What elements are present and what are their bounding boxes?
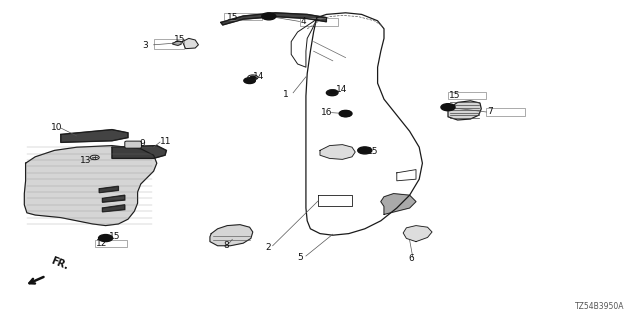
Text: 15: 15 xyxy=(227,13,239,22)
Text: 13: 13 xyxy=(80,156,92,165)
Text: 15: 15 xyxy=(449,91,461,100)
Polygon shape xyxy=(320,145,355,159)
Text: 6: 6 xyxy=(408,254,414,263)
Text: 15: 15 xyxy=(109,232,120,241)
Text: 11: 11 xyxy=(160,137,172,146)
Text: 3: 3 xyxy=(143,41,148,50)
Circle shape xyxy=(340,111,351,116)
Text: 4: 4 xyxy=(301,17,307,26)
Text: 16: 16 xyxy=(321,108,333,117)
Text: 15: 15 xyxy=(367,147,378,156)
Text: TZ54B3950A: TZ54B3950A xyxy=(575,302,624,311)
FancyBboxPatch shape xyxy=(125,141,141,148)
Polygon shape xyxy=(102,205,125,212)
Circle shape xyxy=(99,235,113,242)
Polygon shape xyxy=(221,13,326,25)
Text: 7: 7 xyxy=(488,108,493,116)
Circle shape xyxy=(358,147,372,154)
Text: 2: 2 xyxy=(265,243,271,252)
Text: 15: 15 xyxy=(174,35,186,44)
Circle shape xyxy=(244,78,255,84)
Polygon shape xyxy=(173,41,181,45)
Circle shape xyxy=(339,110,352,117)
Polygon shape xyxy=(448,101,481,120)
Polygon shape xyxy=(24,146,157,226)
Text: 12: 12 xyxy=(96,239,108,248)
Circle shape xyxy=(326,90,338,96)
Polygon shape xyxy=(99,186,118,193)
Polygon shape xyxy=(381,194,416,214)
Circle shape xyxy=(330,91,335,93)
Text: 5: 5 xyxy=(298,253,303,262)
Text: 1: 1 xyxy=(283,90,289,99)
Polygon shape xyxy=(182,38,198,49)
Text: 14: 14 xyxy=(336,85,348,94)
Circle shape xyxy=(250,76,255,79)
Circle shape xyxy=(262,13,276,20)
Polygon shape xyxy=(102,195,125,202)
Polygon shape xyxy=(61,130,128,142)
Text: 10: 10 xyxy=(51,124,62,132)
Polygon shape xyxy=(403,226,432,242)
Polygon shape xyxy=(112,146,166,158)
Text: 8: 8 xyxy=(223,241,229,250)
Text: FR.: FR. xyxy=(49,256,70,272)
Circle shape xyxy=(441,104,455,111)
Text: 9: 9 xyxy=(140,139,145,148)
Polygon shape xyxy=(210,225,253,246)
Text: 14: 14 xyxy=(253,72,264,81)
